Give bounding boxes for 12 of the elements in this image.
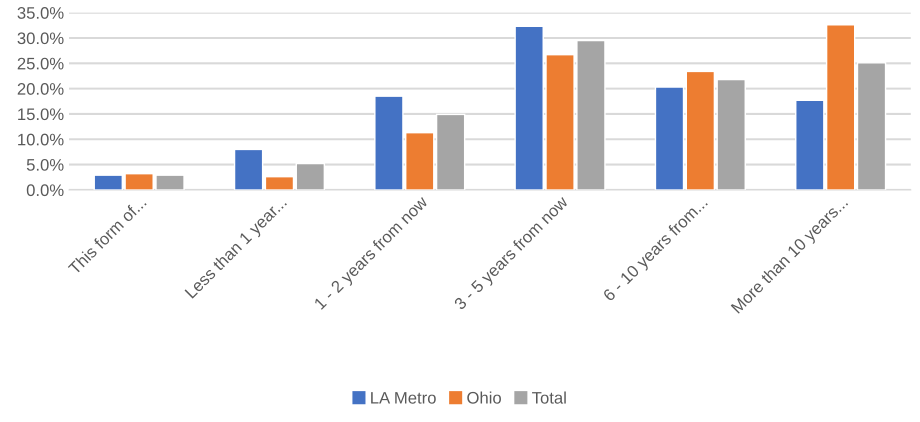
y-tick-label: 30.0% bbox=[18, 32, 64, 44]
legend-label: LA Metro bbox=[371, 392, 436, 404]
y-tick-label: 35.0% bbox=[18, 7, 64, 19]
y-tick-label: 20.0% bbox=[18, 83, 64, 95]
y-tick-label: 0.0% bbox=[26, 184, 64, 196]
y-tick-label: 15.0% bbox=[18, 108, 64, 120]
legend-label: Ohio bbox=[467, 391, 501, 404]
legend-label: Total bbox=[532, 391, 566, 404]
y-tick-label: 10.0% bbox=[18, 134, 64, 146]
y-tick-label: 5.0% bbox=[26, 158, 64, 171]
x-tick-label: This form of... bbox=[67, 196, 147, 276]
y-tick-label: 25.0% bbox=[18, 58, 64, 70]
